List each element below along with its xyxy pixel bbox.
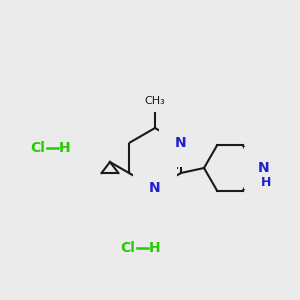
Text: Cl: Cl (31, 141, 45, 155)
Text: N: N (258, 161, 270, 175)
Text: CH₃: CH₃ (145, 96, 165, 106)
Text: H: H (261, 176, 271, 189)
Text: Cl: Cl (121, 241, 135, 255)
Text: N: N (149, 181, 161, 195)
Text: H: H (149, 241, 161, 255)
Text: H: H (59, 141, 71, 155)
Text: N: N (175, 136, 187, 150)
